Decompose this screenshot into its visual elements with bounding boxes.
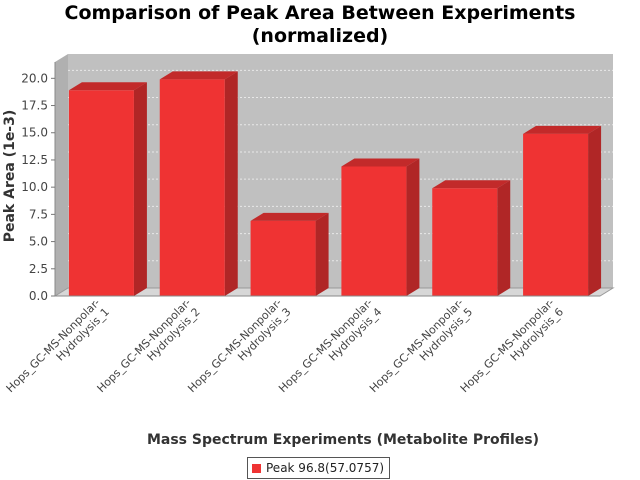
bar-top: [250, 212, 329, 221]
y-axis-label: Peak Area (1e-3): [2, 110, 18, 243]
bar-top: [523, 125, 602, 134]
bar-side: [224, 71, 238, 296]
bar: [523, 125, 602, 297]
legend: Peak 96.8(57.0757): [247, 457, 391, 479]
y-tick-label: 15.0: [21, 126, 48, 140]
bar-side: [315, 212, 329, 296]
bar: [341, 158, 420, 296]
bar-front: [432, 188, 498, 296]
x-tick-label: Hops_GC-MS-Nonpolar-Hydrolysis_6: [458, 296, 566, 395]
bar-front: [250, 220, 316, 296]
x-axis-label: Mass Spectrum Experiments (Metabolite Pr…: [147, 432, 539, 448]
y-tick-label: 5.0: [29, 235, 48, 249]
bar-side: [497, 180, 511, 296]
bar-front: [341, 166, 407, 296]
bar-top: [159, 71, 238, 80]
y-tick-label: 2.5: [29, 262, 48, 276]
bar-front: [159, 79, 225, 296]
bar-side: [406, 158, 420, 296]
legend-swatch: [252, 463, 261, 473]
x-tick-label-line: Hops_GC-MS-Nonpolar-: [185, 296, 284, 395]
plot-left-wall: [55, 54, 68, 296]
bar-front: [68, 90, 134, 297]
bar-top: [341, 158, 420, 167]
y-tick-label: 12.5: [21, 153, 48, 167]
bar: [159, 71, 238, 296]
x-tick-label-line: Hops_GC-MS-Nonpolar-: [458, 296, 557, 395]
bar-side: [588, 125, 602, 297]
x-axis-ticks: Hops_GC-MS-Nonpolar-Hydrolysis_1Hops_GC-…: [4, 296, 566, 395]
y-tick-label: 17.5: [21, 99, 48, 113]
y-tick-label: 7.5: [29, 207, 48, 221]
x-tick-label-line: Hops_GC-MS-Nonpolar-: [367, 296, 466, 395]
bar-top: [68, 82, 147, 91]
bar-side: [133, 82, 147, 297]
gridlines: [68, 69, 613, 262]
y-tick-label: 20.0: [21, 71, 48, 85]
bar: [432, 180, 511, 296]
y-tick-label: 0.0: [29, 289, 48, 303]
chart-title-line-1: Comparison of Peak Area Between Experime…: [64, 2, 576, 24]
bar: [250, 212, 329, 296]
bar-top: [432, 180, 511, 189]
chart-title: Comparison of Peak Area Between Experime…: [0, 2, 640, 48]
x-tick-label-line: Hops_GC-MS-Nonpolar-: [95, 296, 194, 395]
legend-label: Peak 96.8(57.0757): [266, 461, 385, 475]
axes: [54, 62, 600, 297]
y-tick-label: 10.0: [21, 180, 48, 194]
bar: [68, 82, 147, 297]
bar-front: [523, 133, 589, 296]
x-tick-label-line: Hops_GC-MS-Nonpolar-: [4, 296, 103, 395]
x-tick-label-line: Hops_GC-MS-Nonpolar-: [276, 296, 375, 395]
bars: [68, 71, 602, 297]
chart-title-line-2: (normalized): [251, 25, 389, 47]
y-axis-ticks: 0.0 2.5 5.0 7.5 10.0 12.5 15.0 17.5 20.0: [21, 71, 55, 303]
